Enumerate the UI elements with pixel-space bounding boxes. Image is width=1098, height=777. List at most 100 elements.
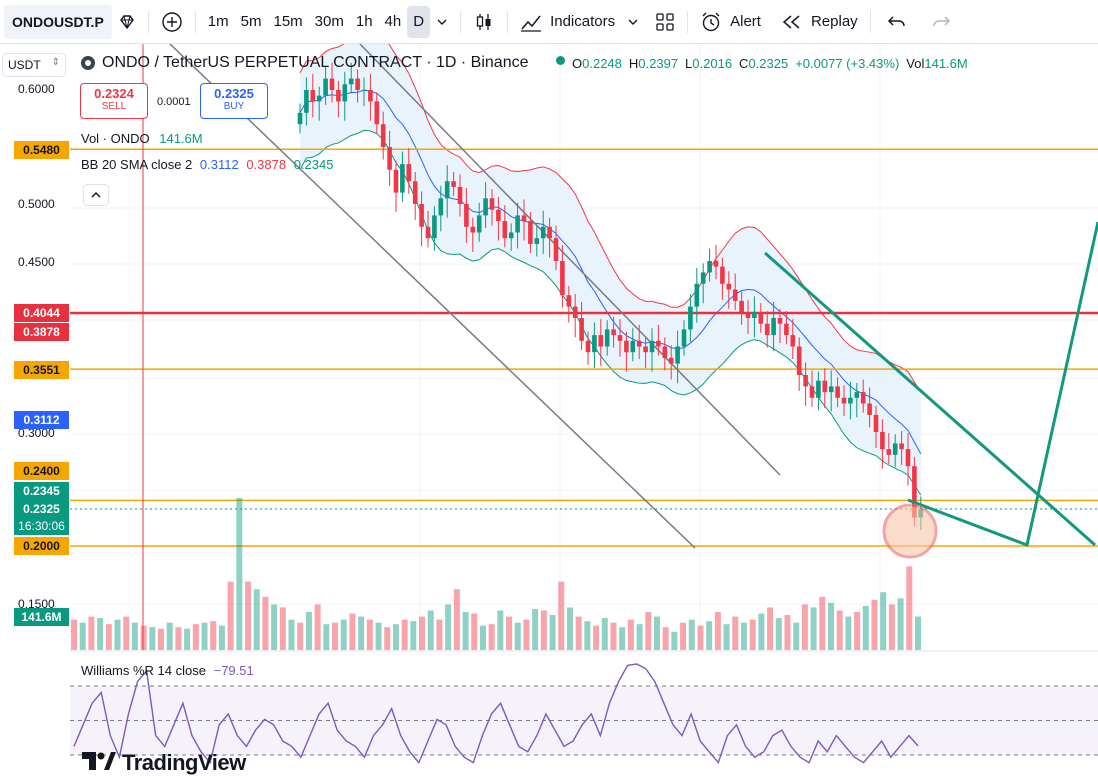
redo-icon[interactable] (925, 6, 957, 38)
candle (470, 226, 476, 233)
price-scale[interactable]: USDT ⇕ (0, 44, 70, 650)
volume-bar (279, 607, 286, 650)
replay-button[interactable]: Replay (775, 6, 864, 38)
price-tag-level: 0.5480 (14, 141, 69, 159)
candle (835, 386, 840, 398)
watchlist-diamond-icon[interactable] (112, 6, 142, 38)
sell-price: 0.2324 (94, 86, 134, 101)
volume-bar (871, 599, 878, 650)
candle (828, 386, 834, 393)
y-tick-label: 0.1500 (18, 597, 55, 611)
buy-label: BUY (223, 101, 245, 112)
tf-4h[interactable]: 4h (384, 13, 402, 30)
candle (912, 466, 917, 518)
compare-add-icon[interactable] (155, 6, 189, 38)
volume-bar (523, 619, 530, 650)
layout-grid-icon[interactable] (649, 6, 681, 38)
candle (297, 112, 303, 125)
tradingview-logo[interactable]: TradingView (82, 750, 246, 776)
candle (662, 346, 668, 358)
candle (809, 386, 815, 398)
price-tag-bb-lower: 0.2345 (14, 482, 69, 500)
volume-bar (445, 604, 452, 650)
legend-title: ONDO / TetherUS PERPETUAL CONTRACT · 1D … (102, 54, 529, 71)
volume-bar (358, 616, 365, 650)
candle (720, 266, 725, 284)
volume-bar (245, 581, 252, 650)
volume-bar (767, 607, 774, 650)
tf-30m[interactable]: 30m (314, 13, 344, 30)
volume-bar (758, 613, 765, 650)
price-chart[interactable] (0, 44, 1098, 777)
volume-bar (653, 616, 660, 650)
indicators-dropdown-chevron-icon[interactable] (621, 6, 645, 38)
volume-bar (88, 616, 95, 650)
price-tag-level: 0.2000 (14, 537, 69, 555)
buy-button[interactable]: 0.2325 BUY (200, 83, 268, 119)
chart-grid (70, 44, 1098, 652)
collapse-legend-chevron-up-icon[interactable] (83, 184, 109, 206)
volume-bar (558, 581, 565, 650)
volume-bar (732, 616, 739, 650)
tf-5m[interactable]: 5m (240, 13, 262, 30)
volume-bar (332, 622, 339, 650)
volume-bar (366, 619, 373, 650)
sell-label: SELL (101, 101, 127, 112)
alert-button[interactable]: Alert (694, 6, 767, 38)
tf-1h[interactable]: 1h (355, 13, 373, 30)
candle (336, 90, 341, 102)
timeframe-dropdown-chevron-icon[interactable] (430, 6, 454, 38)
candle (393, 169, 399, 193)
volume-bar (71, 619, 77, 650)
candle (636, 340, 642, 347)
brand-name: TradingView (122, 750, 246, 775)
volume-legend-value: 141.6M (159, 131, 203, 146)
price-tag-bb-upper: 0.3878 (14, 323, 69, 341)
volume-bar (619, 627, 626, 650)
currency-select[interactable]: USDT ⇕ (2, 53, 66, 77)
symbol-search[interactable]: ONDOUSDT.P (4, 4, 112, 39)
sell-button[interactable]: 0.2324 SELL (80, 83, 148, 119)
candle (758, 312, 764, 324)
volume-bar (305, 612, 312, 650)
williams-r-legend[interactable]: Williams %R 14 close −79.51 (81, 663, 254, 678)
candle (624, 340, 629, 353)
candle (668, 357, 674, 364)
volume-bar (131, 622, 138, 650)
volume-bar (793, 622, 800, 650)
candle (547, 226, 552, 239)
ohlc-values: O0.2248 H0.2397 L0.2016 C0.2325 +0.0077 … (556, 56, 968, 71)
undo-icon[interactable] (881, 6, 913, 38)
candle (694, 283, 700, 307)
bollinger-legend[interactable]: BB 20 SMA close 2 0.3112 0.3878 0.2345 (81, 157, 333, 172)
indicators-button[interactable]: Indicators (514, 6, 621, 38)
volume-bar (784, 615, 791, 650)
candle (355, 78, 360, 90)
candle (899, 443, 904, 450)
symbol-legend[interactable]: ONDO / TetherUS PERPETUAL CONTRACT · 1D … (80, 54, 528, 72)
volume-bar (175, 627, 182, 650)
volume-bar (149, 627, 156, 650)
candle (387, 147, 392, 170)
volume-legend[interactable]: Vol · ONDO 141.6M (81, 131, 203, 146)
volume-bar (888, 604, 895, 650)
tf-1m[interactable]: 1m (207, 13, 229, 30)
candle (598, 335, 604, 347)
candle (483, 198, 488, 216)
candle (854, 392, 860, 398)
volume-bar (915, 616, 921, 650)
tf-15m[interactable]: 15m (273, 13, 303, 30)
candle (841, 397, 847, 404)
market-open-dot-icon (556, 56, 565, 65)
volume-bar (593, 625, 600, 650)
candle (342, 84, 348, 102)
volume-bar (297, 622, 304, 650)
volume-bar (636, 624, 643, 650)
candle (745, 312, 751, 318)
candle (534, 238, 540, 244)
high-value: 0.2397 (638, 56, 679, 71)
candle (752, 312, 757, 318)
candles-chart-type-icon[interactable] (467, 6, 501, 38)
candle (323, 78, 328, 96)
tf-1d[interactable]: D (407, 5, 431, 38)
